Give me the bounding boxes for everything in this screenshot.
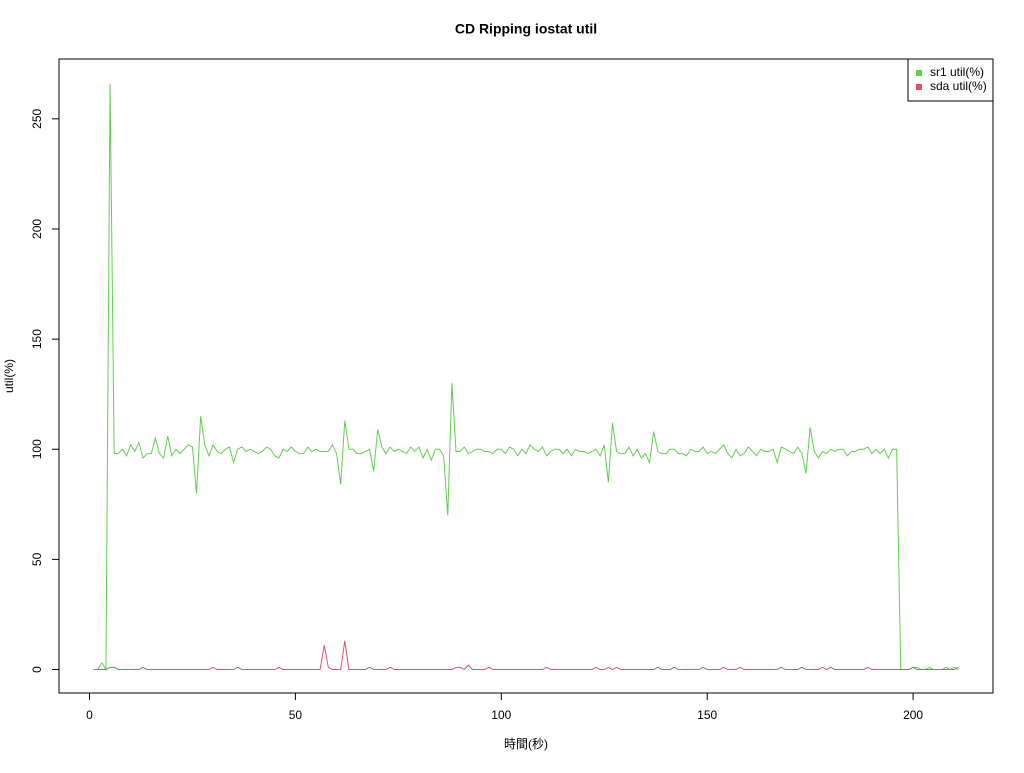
series-line (93, 640, 959, 671)
y-tick-label: 250 (30, 108, 44, 128)
plot-box (58, 58, 994, 694)
legend-label: sda util(%) (930, 79, 987, 93)
y-tick-label: 200 (30, 219, 44, 239)
y-tick-label: 0 (30, 666, 44, 673)
series-line (93, 83, 959, 672)
x-tick-label: 0 (86, 708, 93, 722)
y-tick-label: 100 (30, 439, 44, 459)
x-tick-label: 200 (903, 708, 923, 722)
legend-box (907, 58, 994, 102)
legend-swatch (916, 70, 922, 76)
x-axis-label: 時間(秒) (504, 737, 548, 751)
x-tick-label: 150 (697, 708, 717, 722)
y-axis-label: util(%) (2, 359, 16, 393)
legend-swatch (916, 84, 922, 90)
y-tick-label: 150 (30, 329, 44, 349)
y-tick-label: 50 (30, 552, 44, 566)
legend-label: sr1 util(%) (930, 65, 984, 79)
chart-title: CD Ripping iostat util (455, 21, 597, 37)
x-tick-label: 50 (289, 708, 303, 722)
x-tick-label: 100 (491, 708, 511, 722)
